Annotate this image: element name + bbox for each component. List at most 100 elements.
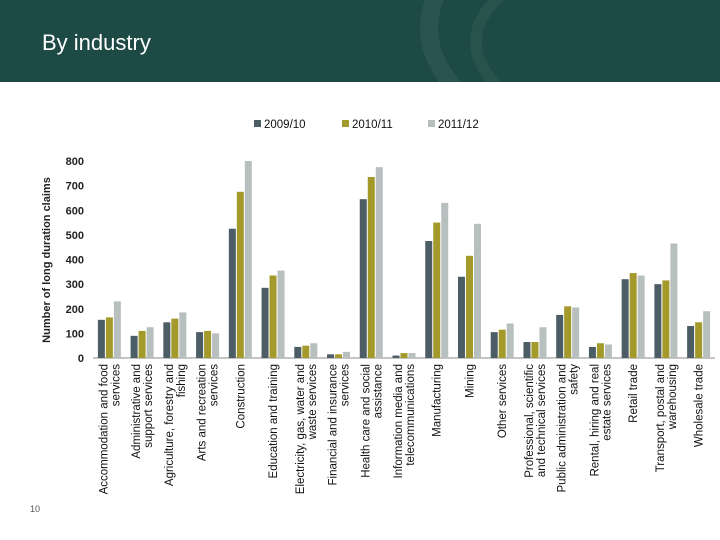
x-category-label: Financial and insurance (328, 364, 340, 485)
x-category-label: Construction (235, 364, 247, 429)
x-category-label: and technical services (536, 364, 548, 477)
bar (196, 332, 204, 358)
bar (596, 343, 604, 358)
bar (572, 307, 580, 358)
bar (228, 228, 236, 358)
x-category-label: assistance (372, 364, 384, 418)
bar (621, 279, 629, 358)
x-category-label: telecommunications (405, 364, 417, 466)
bar (441, 202, 449, 358)
bar (564, 306, 572, 358)
x-category-label: estate services (601, 364, 613, 441)
bar (654, 284, 662, 359)
page-title: By industry (42, 30, 151, 55)
legend-label: 2011/12 (438, 119, 479, 131)
bar (375, 167, 383, 358)
bar (113, 301, 121, 358)
bar (130, 335, 138, 358)
x-category-label: Retail trade (628, 364, 640, 423)
x-category-label: Rental, hiring and real (589, 364, 601, 477)
bar (261, 287, 269, 358)
bar (433, 222, 441, 358)
bar (662, 280, 670, 358)
bar (465, 255, 473, 358)
x-category-label: Manufacturing (432, 364, 444, 437)
y-tick-label: 400 (66, 255, 84, 267)
x-category-label: Mining (464, 364, 476, 398)
x-category-label: services (209, 364, 221, 406)
bar (163, 322, 171, 358)
bar (327, 354, 335, 358)
y-tick-label: 200 (66, 304, 84, 316)
bar (498, 329, 506, 358)
bar (277, 270, 285, 358)
bar (539, 327, 547, 358)
bar (588, 346, 596, 358)
y-tick-label: 0 (78, 353, 84, 365)
bar (359, 199, 367, 358)
bar (236, 191, 244, 358)
y-tick-label: 500 (66, 230, 84, 242)
x-category-label: Transport, postal and (655, 364, 667, 472)
legend-swatch (342, 120, 349, 127)
bar (302, 345, 310, 358)
bar (310, 343, 318, 358)
x-category-label: warehousing (667, 364, 679, 430)
header-banner: By industry (0, 0, 720, 82)
y-axis-label: Number of long duration claims (41, 177, 53, 343)
x-category-label: services (110, 364, 122, 406)
bar (457, 276, 465, 358)
x-category-label: safety (569, 364, 581, 395)
x-category-label: Education and training (268, 364, 280, 478)
bar (244, 161, 252, 358)
x-category-label: Health care and social (360, 364, 372, 478)
bar (506, 323, 514, 358)
x-category-label: support services (143, 364, 155, 448)
x-category-label: Agriculture, forestry and (164, 364, 176, 486)
x-category-label: Accommodation and food (98, 364, 110, 494)
bar (408, 353, 416, 358)
x-category-label: Public administration and (557, 364, 569, 493)
bar (629, 273, 637, 358)
y-tick-label: 100 (66, 328, 84, 340)
bar (604, 344, 612, 358)
x-category-label: Arts and recreation (197, 364, 209, 461)
legend-label: 2010/11 (352, 119, 393, 131)
bar (335, 354, 343, 358)
bar (670, 243, 678, 358)
bar (179, 312, 187, 358)
legend-swatch (428, 120, 435, 127)
bar (490, 332, 498, 358)
y-tick-label: 800 (66, 156, 84, 168)
bar (637, 275, 645, 358)
y-tick-label: 300 (66, 279, 84, 291)
x-category-label: Administrative and (131, 364, 143, 459)
bar (367, 177, 375, 358)
x-category-label: fishing (176, 364, 188, 397)
bar (523, 341, 531, 358)
bar (473, 223, 481, 358)
bar (703, 311, 711, 358)
x-category-label: Wholesale trade (694, 364, 706, 447)
page-number: 10 (30, 504, 41, 514)
y-tick-label: 700 (66, 181, 84, 193)
bar (171, 318, 179, 358)
bar (556, 314, 564, 358)
y-tick-label: 600 (66, 205, 84, 217)
bar (97, 319, 105, 358)
bar (400, 353, 408, 358)
legend-label: 2009/10 (264, 119, 306, 131)
bar (212, 333, 220, 359)
bar (425, 241, 433, 358)
bar (146, 327, 154, 358)
bar (392, 355, 400, 358)
bar (531, 341, 539, 358)
x-category-label: waste services (307, 364, 319, 441)
x-category-label: services (340, 364, 352, 406)
legend-swatch (254, 120, 261, 127)
x-category-label: Information media and (393, 364, 405, 478)
bar (105, 317, 113, 358)
bar (294, 346, 302, 358)
bar (204, 330, 212, 358)
